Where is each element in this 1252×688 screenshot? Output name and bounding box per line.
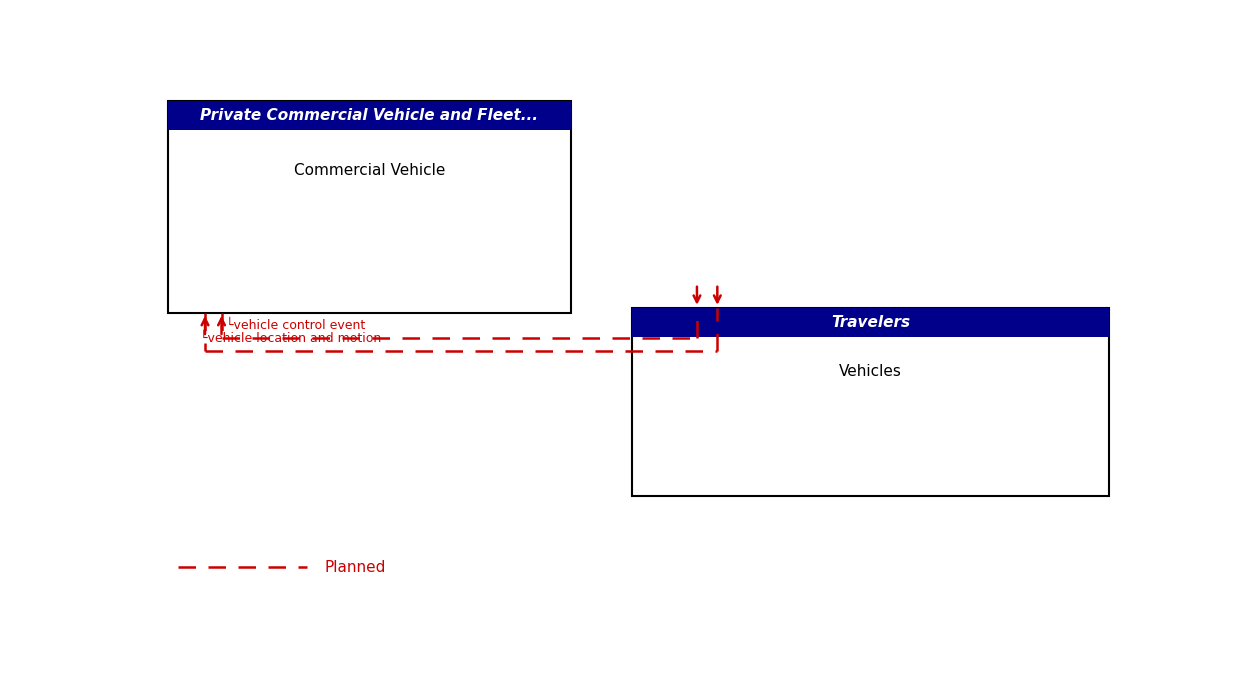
Text: Private Commercial Vehicle and Fleet...: Private Commercial Vehicle and Fleet... (200, 108, 538, 123)
Text: └vehicle location and motion: └vehicle location and motion (200, 332, 382, 345)
Bar (632, 308, 1109, 496)
Bar (168, 101, 571, 130)
Bar (168, 101, 571, 313)
Text: Travelers: Travelers (831, 315, 910, 330)
Bar (632, 308, 1109, 337)
Text: └vehicle control event: └vehicle control event (227, 319, 366, 332)
Text: Vehicles: Vehicles (839, 365, 903, 379)
Text: Commercial Vehicle: Commercial Vehicle (294, 162, 446, 178)
Text: Planned: Planned (324, 560, 386, 574)
